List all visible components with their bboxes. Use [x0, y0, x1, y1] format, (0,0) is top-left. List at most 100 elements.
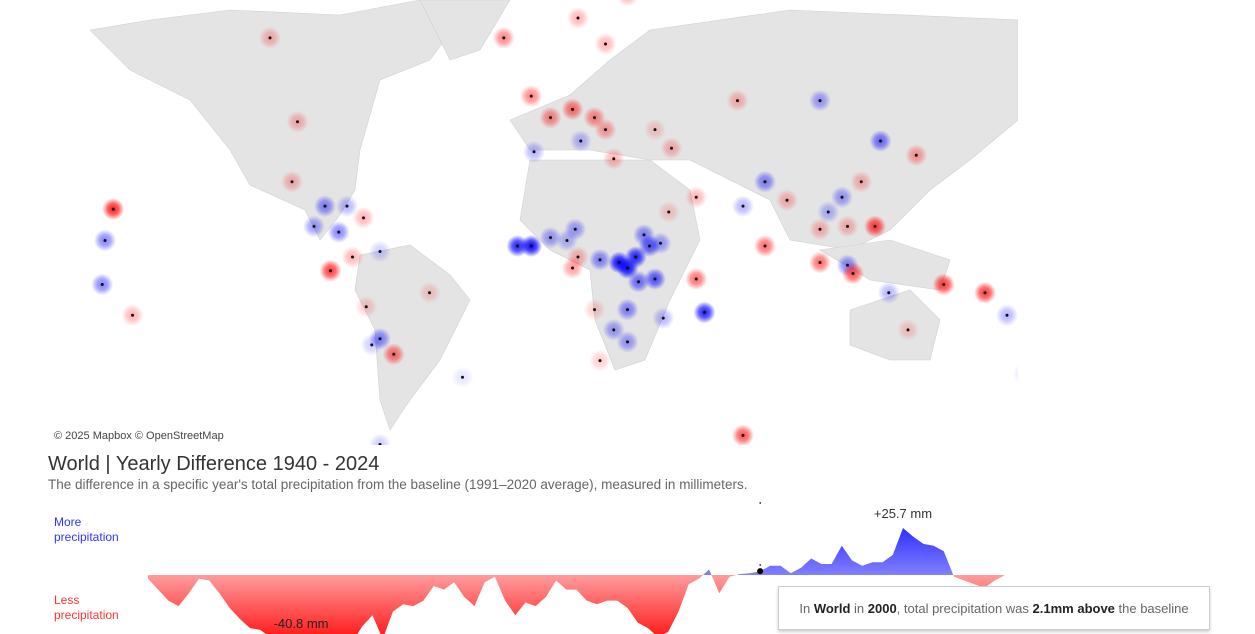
station-dot	[598, 258, 602, 262]
station-dot	[741, 204, 745, 208]
station-dot	[351, 255, 354, 259]
tooltip-place: World	[813, 600, 851, 616]
station-dot	[879, 139, 882, 143]
station-dot	[818, 227, 822, 231]
station-dot	[549, 236, 552, 240]
station-dot	[653, 128, 657, 132]
station-dot	[818, 99, 822, 103]
station-dot	[763, 180, 767, 184]
station-dot	[741, 433, 745, 437]
station-dot	[785, 198, 789, 202]
station-dot	[1005, 313, 1009, 317]
station-dot	[914, 153, 918, 157]
station-dot	[983, 291, 987, 295]
station-dot	[516, 244, 519, 248]
station-dot	[111, 207, 115, 211]
tooltip-year: 2000	[867, 600, 897, 616]
station-dot	[323, 204, 327, 208]
map[interactable]	[90, 0, 1018, 445]
station-dot	[502, 36, 506, 40]
tooltip-text: the baseline	[1114, 600, 1189, 616]
station-dot	[532, 150, 536, 154]
station-dot	[637, 280, 640, 284]
station-dot	[529, 94, 533, 98]
tooltip-amount: 2.1mm above	[1032, 600, 1115, 616]
tooltip: In World in 2000, total precipitation wa…	[778, 586, 1210, 630]
station-dot	[694, 277, 698, 281]
station-marker[interactable]	[617, 0, 639, 7]
legend-less: Less precipitation	[54, 593, 119, 622]
station-dot	[626, 340, 629, 344]
area-positive	[148, 528, 1005, 575]
station-dot	[598, 359, 602, 363]
max-label: +25.7 mm	[874, 506, 932, 521]
station-dot	[626, 308, 629, 312]
station-dot	[593, 308, 596, 312]
station-dot	[576, 16, 580, 20]
station-dot	[579, 139, 583, 143]
station-dot	[329, 269, 332, 273]
station-dot	[364, 305, 368, 309]
station-dot	[573, 227, 577, 231]
station-dot	[642, 233, 646, 237]
station-dot	[593, 116, 596, 120]
station-dot	[362, 216, 365, 220]
station-dot	[612, 328, 616, 332]
chart-title: World | Yearly Difference 1940 - 2024	[48, 453, 380, 475]
station-dot	[906, 328, 910, 332]
min-label: -40.8 mm	[274, 616, 329, 631]
station-dot	[461, 375, 464, 379]
station-dot	[859, 180, 863, 184]
station-dot	[653, 277, 657, 281]
station-dot	[887, 291, 891, 295]
station-dot	[659, 241, 662, 245]
station-dot	[576, 255, 580, 259]
station-dot	[736, 99, 739, 103]
legend-more: More precipitation	[54, 515, 119, 544]
station-dot	[612, 157, 616, 161]
station-markers	[91, 0, 1018, 445]
station-dot	[694, 195, 698, 199]
station-dot	[763, 244, 767, 248]
station-dot	[378, 442, 382, 445]
area-negative	[148, 575, 1005, 634]
station-dot	[549, 116, 552, 120]
station-dot	[100, 282, 104, 286]
station-dot	[604, 42, 607, 46]
map-canvas	[90, 0, 1018, 445]
station-dot	[392, 352, 396, 356]
station-dot	[818, 261, 822, 265]
station-marker[interactable]	[369, 433, 391, 445]
station-dot	[378, 250, 382, 254]
station-dot	[337, 230, 341, 234]
station-dot	[345, 204, 349, 208]
tooltip-text: In	[799, 600, 814, 616]
map-attribution[interactable]: © 2025 Mapbox © OpenStreetMap	[52, 430, 226, 442]
station-dot	[846, 224, 849, 228]
land	[90, 0, 1018, 431]
station-dot	[667, 210, 671, 214]
station-dot	[370, 343, 374, 347]
station-dot	[290, 180, 294, 184]
station-dot	[571, 107, 574, 111]
station-dot	[851, 271, 855, 275]
station-dot	[604, 128, 607, 132]
station-dot	[312, 224, 316, 228]
station-dot	[103, 238, 107, 242]
station-dot	[840, 195, 844, 199]
station-dot	[942, 282, 946, 286]
station-dot	[670, 146, 673, 150]
station-dot	[428, 291, 431, 295]
station-dot	[873, 224, 877, 228]
station-marker[interactable]	[1012, 363, 1019, 385]
station-dot	[661, 316, 665, 320]
station-dot	[529, 244, 533, 248]
station-dot	[626, 266, 629, 270]
station-dot	[565, 238, 569, 242]
precipitation-chart[interactable]: +25.7 mm -40.8 mm	[0, 490, 1255, 634]
station-dot	[703, 310, 706, 314]
station-dot	[571, 266, 574, 270]
tooltip-text: in	[850, 600, 868, 616]
station-dot	[268, 36, 272, 40]
station-dot	[296, 120, 299, 124]
